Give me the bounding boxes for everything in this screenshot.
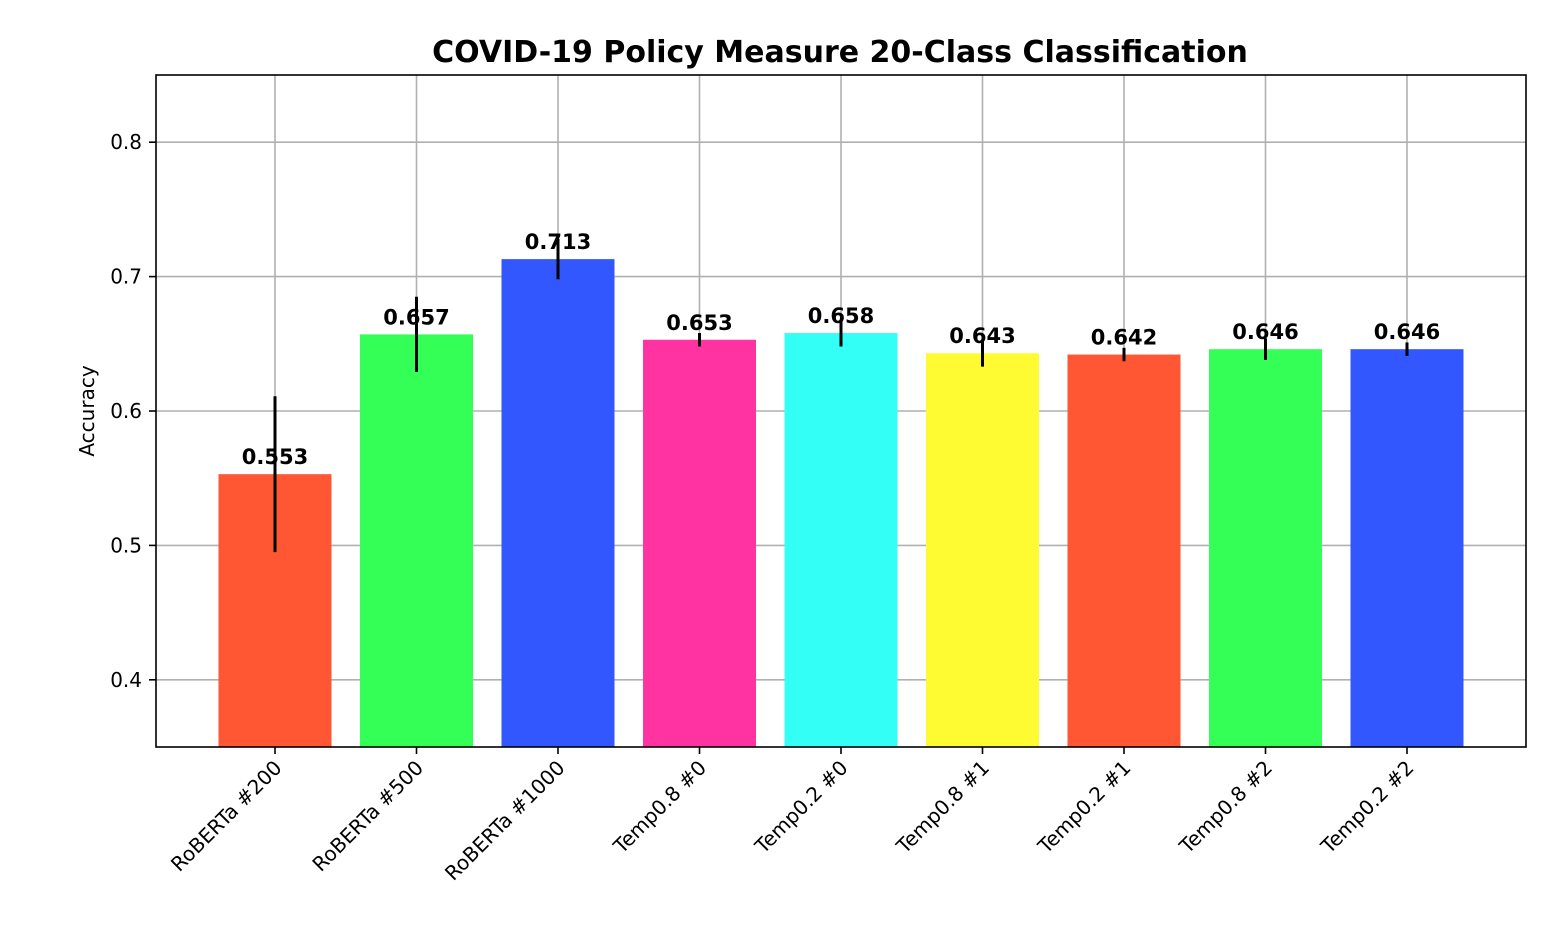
bar <box>1209 349 1322 747</box>
bar-value-label: 0.653 <box>666 311 732 335</box>
bar <box>1350 349 1464 747</box>
y-tick-label: 0.8 <box>110 130 142 154</box>
bar-value-label: 0.658 <box>808 304 874 328</box>
bar <box>360 334 473 747</box>
bar <box>501 259 615 747</box>
bar-value-label: 0.646 <box>1232 320 1298 344</box>
bars <box>218 259 1464 747</box>
chart-title: COVID-19 Policy Measure 20-Class Classif… <box>432 35 1248 70</box>
bar <box>926 353 1039 747</box>
y-tick-label: 0.7 <box>110 265 142 289</box>
bar-value-label: 0.643 <box>949 324 1015 348</box>
bar <box>1067 354 1181 747</box>
y-tick-label: 0.6 <box>110 399 142 423</box>
bar <box>643 339 756 747</box>
y-tick-label: 0.5 <box>110 533 142 557</box>
y-axis-label: Accuracy <box>75 365 99 456</box>
bar-value-label: 0.553 <box>242 445 308 469</box>
bar-value-label: 0.642 <box>1091 326 1157 350</box>
error-bars <box>273 238 1409 553</box>
bar <box>784 333 898 747</box>
y-tick-label: 0.4 <box>110 668 142 692</box>
bar-value-label: 0.657 <box>383 305 449 329</box>
value-labels: 0.553 0.657 0.713 0.653 0.658 0.643 0.642 0.646… <box>242 230 1440 469</box>
bar-value-label: 0.713 <box>525 230 591 254</box>
bar-value-label: 0.646 <box>1374 320 1440 344</box>
